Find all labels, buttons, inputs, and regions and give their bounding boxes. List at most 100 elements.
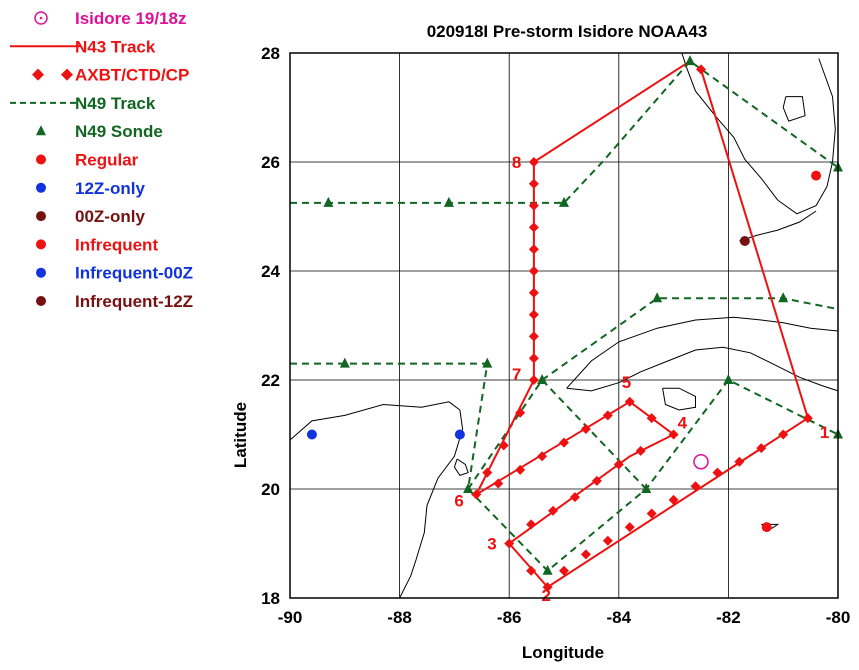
coastline [818, 58, 836, 163]
legend-item: N49 Sonde [36, 122, 163, 141]
legend-label: N49 Sonde [75, 122, 163, 141]
chart-title: 020918I Pre-storm Isidore NOAA43 [427, 22, 708, 41]
axbt-drop-marker [482, 467, 493, 478]
axbt-drop-marker [515, 407, 526, 418]
axbt-drop-marker [528, 178, 539, 189]
n49-track [290, 59, 839, 573]
grid-lines [290, 53, 838, 598]
n49-sonde-marker [443, 196, 454, 207]
axbt-drop-marker [528, 353, 539, 364]
y-tick-label: 20 [261, 480, 280, 499]
n49-sonde-marker [339, 357, 350, 368]
y-tick-label: 28 [261, 44, 280, 63]
coastline [782, 96, 806, 122]
coastlines [289, 52, 839, 599]
axbt-drop-marker [624, 396, 635, 407]
coastline [739, 210, 817, 242]
axbt-drop-marker [696, 64, 706, 75]
coastline [453, 458, 469, 476]
storm-position-marker [693, 454, 709, 470]
axbt-drop-marker [559, 437, 569, 448]
axbt-drop-marker [802, 413, 813, 424]
x-tick-label: -80 [826, 608, 851, 627]
legend-symbol-triangle [36, 125, 46, 136]
axbt-drop-marker [624, 522, 635, 533]
axbt-drop-marker [528, 222, 539, 233]
axbt-drop-marker [613, 459, 624, 470]
plot-area: 1 2 3 4 5 6 7 8 [289, 52, 843, 605]
axbt-drop-marker [493, 478, 504, 489]
x-tick-label: -88 [387, 608, 412, 627]
legend-item: Infrequent-12Z [36, 292, 193, 311]
axbt-drop-marker [528, 200, 539, 211]
n43-track [473, 60, 810, 589]
axbt-drop-marker [756, 443, 767, 454]
legend-label: N49 Track [75, 94, 156, 113]
y-axis-label: Latitude [231, 402, 250, 468]
n49-sonde-marker [685, 55, 696, 66]
station-marker [761, 522, 772, 533]
n49-sonde-marker [542, 564, 553, 575]
legend-item: Isidore 19/18z [34, 9, 187, 28]
axbt-drop-marker [528, 287, 539, 298]
y-tick-label: 24 [261, 262, 280, 281]
axbt-drop-marker [712, 467, 723, 478]
x-tick-label: -84 [607, 608, 632, 627]
station-marker [739, 236, 750, 247]
y-tick-label: 26 [261, 153, 280, 172]
axbt-drop-marker [515, 464, 526, 475]
axbt-drop-marker [528, 157, 539, 167]
x-axis-label: Longitude [522, 643, 604, 662]
axbt-drop-marker [528, 309, 539, 320]
n43-track-line [473, 60, 810, 589]
axbt-drop-marker [668, 429, 679, 440]
n49-sonde-marker [652, 292, 663, 303]
n49-sonde-marker [559, 196, 569, 207]
observation-marks: 1 2 3 4 5 6 7 8 [306, 55, 843, 605]
coastline [289, 401, 464, 599]
axbt-drop-marker [602, 410, 613, 421]
axbt-drop-marker [602, 535, 613, 546]
axbt-drop-marker [526, 519, 537, 530]
n49-sonde-marker [641, 483, 652, 493]
coastline [566, 346, 839, 392]
axbt-drop-marker [548, 505, 559, 516]
legend-symbol-diamond [32, 68, 44, 81]
legend-item: N43 Track [10, 37, 156, 56]
n49-sonde-marker [723, 374, 734, 384]
axbt-drop-marker [690, 481, 701, 492]
legend-label: 12Z-only [75, 179, 145, 198]
station-marker [306, 429, 317, 440]
n49-sonde-marker [778, 292, 789, 303]
legend-item: N49 Track [10, 94, 156, 113]
axbt-drop-marker [569, 492, 580, 503]
waypoint-label: 2 [542, 586, 551, 605]
axbt-drop-marker [504, 538, 515, 549]
legend-symbol-dot [36, 182, 46, 193]
y-tick-label: 18 [261, 589, 280, 608]
axbt-drop-marker [635, 445, 646, 456]
legend-item: 00Z-only [36, 207, 145, 226]
legend-label: Regular [75, 151, 139, 170]
axbt-drop-marker [646, 508, 657, 519]
axbt-drop-marker [580, 424, 591, 435]
station-marker [454, 429, 465, 440]
axbt-drop-marker [526, 565, 537, 576]
waypoint-label: 1 [820, 423, 829, 442]
n49-track-line [290, 362, 839, 573]
waypoint-label: 6 [454, 491, 463, 510]
legend-symbol-diamond [61, 68, 73, 81]
axbt-drop-marker [498, 440, 509, 451]
axbt-drop-marker [528, 266, 539, 276]
legend-label: N43 Track [75, 37, 156, 56]
waypoint-label: 8 [512, 153, 521, 172]
legend-label: Infrequent-00Z [75, 264, 193, 283]
n49-track-line [541, 297, 839, 381]
legend-item: Infrequent-00Z [36, 264, 193, 283]
station-marker [811, 170, 822, 181]
waypoint-label: 4 [678, 414, 688, 433]
axbt-drop-marker [646, 413, 657, 424]
legend: Isidore 19/18z N43 Track AXBT/CTD/CP N49 Tr… [10, 9, 193, 311]
